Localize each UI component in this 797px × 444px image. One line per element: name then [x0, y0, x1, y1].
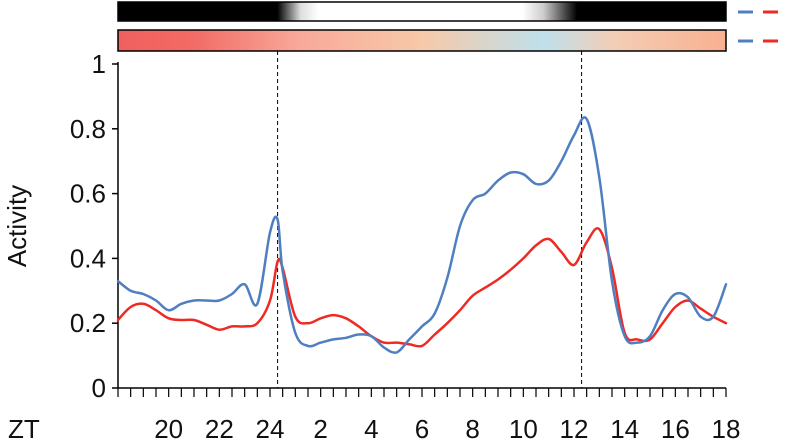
x-axis-label: ZT: [8, 414, 40, 444]
series-layer: [116, 116, 728, 354]
y-tick-label-1: 1: [92, 49, 106, 79]
y-tick-label-0.2: 0.2: [70, 308, 106, 338]
x-tick-label-16: 16: [661, 414, 690, 444]
x-tick-label-12: 12: [560, 414, 589, 444]
x-tick-label-14: 14: [610, 414, 639, 444]
x-tick-label-10: 10: [509, 414, 538, 444]
x-tick-label-6: 6: [415, 414, 429, 444]
y-tick-label-0: 0: [92, 373, 106, 403]
x-tick-label-24: 24: [256, 414, 285, 444]
series-line-blue: [116, 116, 728, 354]
x-tick-label-22: 22: [205, 414, 234, 444]
x-tick-label-4: 4: [364, 414, 378, 444]
x-tick-label-18: 18: [712, 414, 741, 444]
y-tick-label-0.6: 0.6: [70, 179, 106, 209]
x-tick-label-20: 20: [154, 414, 183, 444]
bars-layer: [117, 1, 778, 52]
axes-layer: [112, 51, 727, 397]
light-dark-bar: [117, 1, 727, 22]
y-tick-label-0.8: 0.8: [70, 114, 106, 144]
y-axis-label: Activity: [2, 185, 32, 267]
y-tick-label-0.4: 0.4: [70, 243, 106, 273]
series-line-red: [116, 227, 728, 348]
temperature-bar: [117, 29, 727, 52]
x-tick-label-8: 8: [465, 414, 479, 444]
x-tick-label-2: 2: [313, 414, 327, 444]
